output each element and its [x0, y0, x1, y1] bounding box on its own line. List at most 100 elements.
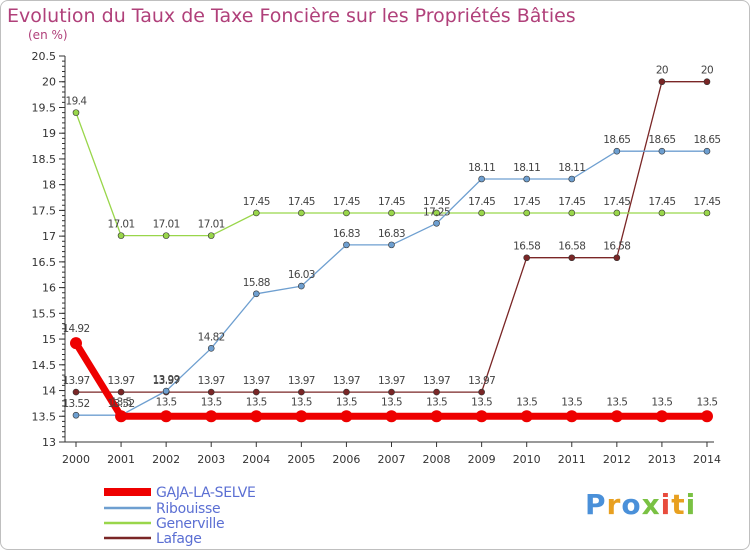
data-label: 13.5 [381, 396, 402, 408]
data-point [568, 175, 576, 183]
data-point [523, 175, 531, 183]
data-label: 16.83 [333, 228, 360, 240]
y-tick-label: 17 [42, 230, 56, 243]
data-point [115, 410, 128, 423]
x-tick-label: 2008 [423, 453, 451, 466]
data-point [117, 232, 125, 239]
data-point [252, 388, 260, 396]
data-label: 13.5 [246, 396, 267, 408]
series-line-generville [75, 111, 708, 237]
data-label: 17.45 [378, 196, 405, 208]
data-label: 18.65 [603, 134, 630, 146]
data-point [207, 232, 215, 239]
data-point [207, 388, 215, 396]
data-label: 13.5 [516, 396, 537, 408]
data-label: 13.5 [651, 396, 672, 408]
data-point [700, 410, 713, 423]
data-point [295, 410, 308, 423]
chart-title: Evolution du Taux de Taxe Foncière sur l… [7, 5, 576, 27]
data-point [160, 410, 173, 423]
data-point [205, 410, 218, 423]
x-tick-label: 2002 [152, 453, 180, 466]
data-point [207, 345, 215, 352]
data-label: 13.97 [108, 375, 135, 387]
logo-letter: i [685, 488, 697, 521]
data-point [613, 209, 621, 217]
legend-label: Ribouisse [156, 501, 220, 517]
data-point [340, 410, 353, 423]
data-point [385, 410, 398, 423]
data-label: 13.97 [198, 375, 225, 387]
data-point [298, 282, 305, 290]
data-label: 18.11 [513, 162, 540, 174]
data-point [613, 147, 621, 155]
data-label: 20 [656, 65, 668, 77]
data-point [475, 410, 488, 423]
data-label: 13.52 [62, 398, 89, 410]
data-label: 13.5 [426, 396, 447, 408]
data-point [478, 175, 485, 183]
data-label: 13.97 [378, 375, 405, 387]
data-label: 13.5 [156, 396, 177, 408]
data-label: 17.01 [108, 219, 135, 231]
data-label: 13.5 [471, 396, 492, 408]
data-label: 17.45 [513, 196, 540, 208]
data-point [388, 209, 395, 217]
logo-letter: x [641, 488, 661, 521]
data-label: 19.4 [66, 96, 88, 108]
data-point [162, 387, 170, 395]
x-tick-label: 2012 [603, 453, 631, 466]
data-label: 13.97 [468, 375, 495, 387]
y-tick-label: 20.5 [32, 50, 57, 63]
data-point [298, 388, 305, 396]
data-label: 13.97 [423, 375, 450, 387]
y-tick-label: 19.5 [32, 101, 57, 114]
y-tick-label: 13.5 [32, 410, 57, 423]
data-label: 13.5 [606, 396, 627, 408]
chart-subtitle: (en %) [28, 28, 68, 42]
data-label: 13.97 [153, 375, 180, 387]
data-point [252, 290, 260, 298]
data-label: 13.5 [561, 396, 582, 408]
data-label: 18.11 [558, 162, 585, 174]
data-point [117, 388, 125, 396]
data-point [478, 388, 485, 396]
data-point [433, 388, 440, 396]
data-label: 17.45 [648, 196, 675, 208]
data-point [343, 388, 350, 396]
data-point [388, 388, 395, 396]
x-tick-label: 2004 [242, 453, 270, 466]
y-tick-label: 18 [42, 179, 56, 192]
data-label: 13.5 [111, 396, 132, 408]
data-label: 17.45 [468, 196, 495, 208]
data-label: 13.52 [108, 398, 135, 410]
legend-label: GAJA-LA-SELVE [156, 485, 256, 501]
data-point [655, 410, 668, 423]
data-label: 13.5 [291, 396, 312, 408]
data-label: 13.97 [333, 375, 360, 387]
logo-letter: r [606, 488, 622, 521]
x-tick-label: 2003 [197, 453, 225, 466]
data-label: 16.83 [378, 228, 405, 240]
data-point [565, 410, 578, 423]
x-tick-label: 2005 [287, 453, 315, 466]
data-point [433, 209, 440, 217]
data-label: 14.92 [62, 323, 89, 335]
data-label: 15.88 [243, 277, 270, 289]
data-point [388, 241, 395, 249]
data-point [478, 209, 485, 217]
x-tick-label: 2013 [648, 453, 676, 466]
data-point [658, 78, 666, 86]
data-label: 16.03 [288, 269, 315, 281]
x-tick-label: 2007 [377, 453, 405, 466]
data-point [658, 147, 666, 155]
x-tick-label: 2010 [513, 453, 541, 466]
y-tick-label: 16.5 [32, 256, 57, 269]
data-label: 13.97 [243, 375, 270, 387]
y-tick-label: 13 [42, 436, 56, 449]
y-tick-label: 19 [42, 127, 56, 140]
data-point [298, 209, 305, 217]
y-tick-label: 15.5 [32, 307, 57, 320]
